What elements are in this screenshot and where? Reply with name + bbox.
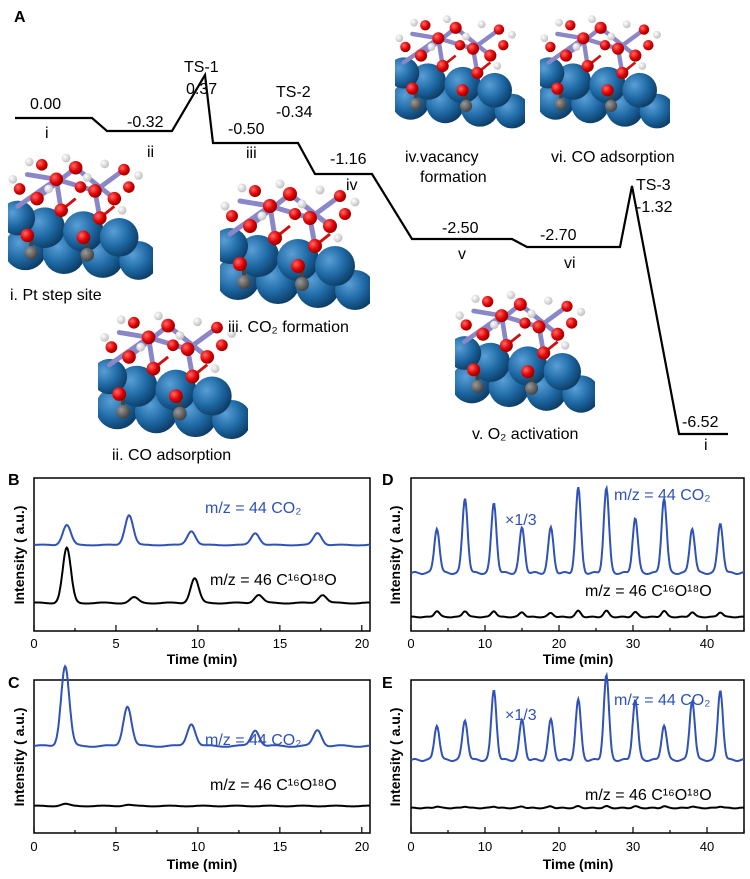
state-label-vi: vi [564, 255, 576, 272]
panel-d-x-ticks [410, 625, 745, 631]
panel-e-scale-label: ×1/3 [505, 707, 537, 724]
panel-e-x-ticks [410, 827, 745, 833]
structure-image-iii [212, 180, 375, 311]
panel-e-y-title: Intensity ( a.u.) [387, 708, 403, 807]
state-label-final: i [704, 437, 708, 454]
energy-value-iii: -0.50 [228, 121, 265, 138]
panel-label-e: E [382, 675, 393, 692]
panel-b-tick-15: 15 [273, 636, 287, 651]
ts2-name: TS-2 [276, 84, 311, 101]
caption-v: v. O₂ activation [472, 426, 578, 443]
panel-d-y-title: Intensity ( a.u.) [387, 506, 403, 605]
panel-d-plot: m/z = 44 CO₂ ×1/3 m/z = 46 C¹⁶O¹⁸O 0 10 … [387, 477, 745, 667]
panel-b-x-ticks [33, 625, 363, 631]
panel-b-tick-10: 10 [191, 636, 205, 651]
panel-d-x-title: Time (min) [543, 651, 614, 667]
panel-d-scale-label: ×1/3 [505, 512, 537, 529]
panel-b-co2-trace [33, 514, 371, 547]
ts3-value: -1.32 [636, 199, 673, 216]
caption-vi: vi. CO adsorption [551, 149, 675, 166]
panel-b-tick-0: 0 [30, 636, 37, 651]
panel-label-d: D [382, 472, 394, 489]
caption-ii: ii. CO adsorption [112, 447, 231, 464]
panel-d-tick-10: 10 [478, 636, 492, 651]
structure-image-iv [388, 15, 529, 128]
panel-d-tick-0: 0 [407, 636, 414, 651]
panel-b-tick-20: 20 [355, 636, 369, 651]
structure-image-vi [533, 15, 674, 128]
panel-c-plot: m/z = 44 CO₂ m/z = 46 C¹⁶O¹⁸O 0 5 10 15 … [11, 664, 371, 872]
panel-c-c16o18o-label: m/z = 46 C¹⁶O¹⁸O [210, 777, 337, 794]
panel-c-tick-15: 15 [273, 839, 287, 854]
energy-value-v: -2.50 [442, 220, 479, 237]
panel-label-a: A [14, 9, 26, 26]
panel-e-co2-trace [410, 671, 745, 763]
structure-image-v [448, 291, 600, 413]
panel-b-plot: m/z = 44 CO₂ m/z = 46 C¹⁶O¹⁸O 0 5 10 15 … [11, 477, 371, 667]
panel-d-c16o18o-label: m/z = 46 C¹⁶O¹⁸O [585, 583, 712, 600]
state-label-i: i [45, 125, 49, 142]
panel-e-c16o18o-trace [410, 804, 745, 810]
panel-c-frame [33, 679, 371, 834]
caption-i: i. Pt step site [10, 287, 102, 304]
panel-d-tick-40: 40 [700, 636, 714, 651]
panel-c-co2-trace [33, 664, 371, 748]
panel-c-c16o18o-trace [33, 802, 370, 808]
panel-label-c: C [8, 675, 20, 692]
panel-c-tick-0: 0 [30, 839, 37, 854]
energy-value-vi: -2.70 [540, 227, 577, 244]
panel-e-co2-label: m/z = 44 CO₂ [614, 692, 710, 709]
panel-e-tick-30: 30 [626, 839, 640, 854]
panel-b-y-title: Intensity ( a.u.) [11, 506, 27, 605]
panel-b-co2-label: m/z = 44 CO₂ [205, 500, 301, 517]
energy-value-i: 0.00 [30, 96, 61, 113]
panel-b-frame [33, 477, 371, 632]
panel-d-frame [410, 477, 745, 632]
panel-b-c16o18o-label: m/z = 46 C¹⁶O¹⁸O [210, 572, 337, 589]
ts1-value: 0.37 [186, 81, 217, 98]
ts3-name: TS-3 [636, 177, 671, 194]
panel-d-co2-label: m/z = 44 CO₂ [614, 487, 710, 504]
panel-d-co2-trace [410, 484, 745, 576]
ts1-name: TS-1 [184, 59, 219, 76]
panel-e-c16o18o-label: m/z = 46 C¹⁶O¹⁸O [585, 787, 712, 804]
panel-c-co2-label: m/z = 44 CO₂ [205, 732, 301, 749]
panel-e-tick-0: 0 [407, 839, 414, 854]
state-label-iv: iv [346, 177, 358, 194]
energy-value-iv: -1.16 [330, 151, 367, 168]
panel-label-b: B [8, 472, 20, 489]
panel-c-tick-20: 20 [355, 839, 369, 854]
panel-e-tick-20: 20 [552, 839, 566, 854]
panel-b-tick-5: 5 [112, 636, 119, 651]
caption-iii: iii. CO₂ formation [228, 319, 349, 336]
ts2-value: -0.34 [276, 104, 313, 121]
state-label-v: v [458, 246, 466, 263]
panel-b-c16o18o-trace [34, 545, 370, 605]
panel-b-x-title: Time (min) [167, 651, 238, 667]
panel-c-y-title: Intensity ( a.u.) [11, 708, 27, 807]
caption-iv-line1: iv.vacancy [405, 149, 479, 166]
panel-d-tick-30: 30 [626, 636, 640, 651]
panel-d-c16o18o-trace [410, 609, 745, 619]
caption-iv-line2: formation [420, 169, 487, 186]
panel-e-plot: m/z = 44 CO₂ ×1/3 m/z = 46 C¹⁶O¹⁸O 0 10 … [387, 671, 745, 872]
panel-e-tick-40: 40 [700, 839, 714, 854]
panel-c-x-ticks [33, 827, 363, 833]
state-label-ii: ii [147, 144, 154, 161]
structure-image-i [0, 154, 158, 280]
panel-e-x-title: Time (min) [543, 856, 614, 872]
panel-c-tick-10: 10 [191, 839, 205, 854]
panel-c-x-title: Time (min) [167, 856, 238, 872]
panel-c-tick-5: 5 [112, 839, 119, 854]
energy-profile-line [15, 71, 728, 436]
panel-e-tick-10: 10 [478, 839, 492, 854]
state-label-iii: iii [246, 145, 257, 162]
panel-d-tick-20: 20 [552, 636, 566, 651]
energy-value-final: -6.52 [682, 414, 719, 431]
energy-value-ii: -0.32 [127, 114, 164, 131]
panel-e-frame [410, 679, 745, 834]
